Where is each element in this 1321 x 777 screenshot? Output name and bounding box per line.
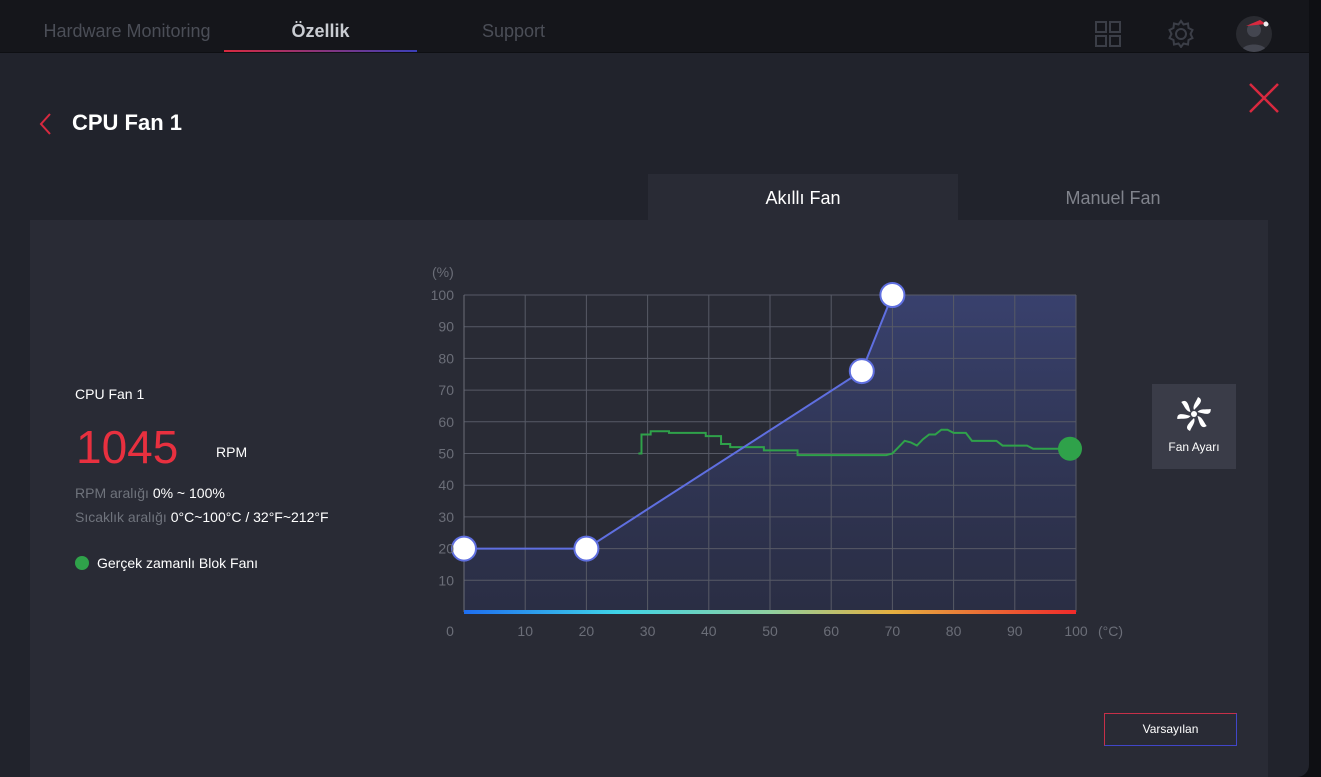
rpm-range-label: RPM aralığı [75, 485, 149, 501]
active-tab-underline [224, 50, 417, 52]
fan-icon [1177, 397, 1211, 431]
curve-control-point[interactable] [848, 358, 875, 385]
grid-icon[interactable] [1092, 16, 1124, 48]
fan-settings-button[interactable]: Fan Ayarı [1152, 384, 1236, 469]
realtime-legend-label: Gerçek zamanlı Blok Fanı [97, 555, 259, 571]
gear-icon[interactable] [1165, 16, 1197, 48]
realtime-legend: Gerçek zamanlı Blok Fanı [75, 555, 258, 571]
tab-support[interactable]: Support [481, 21, 546, 41]
page-title: CPU Fan 1 [72, 110, 183, 135]
fan-settings-label: Fan Ayarı [1168, 440, 1220, 454]
tab-hardware-monitoring[interactable]: Hardware Monitoring [43, 21, 211, 41]
user-icon [1241, 20, 1269, 52]
temp-range-label: Sıcaklık aralığı [75, 509, 167, 525]
back-arrow-icon[interactable] [36, 112, 56, 136]
fan-name-label: CPU Fan 1 [75, 386, 145, 402]
top-navigation-bar: Hardware Monitoring Özellik Support [0, 0, 1309, 52]
rpm-unit: RPM [216, 444, 248, 460]
avatar[interactable] [1236, 16, 1272, 52]
default-button[interactable]: Varsayılan [1104, 713, 1237, 746]
curve-control-point[interactable] [573, 535, 600, 562]
tab-manual-fan[interactable]: Manuel Fan [1065, 188, 1161, 208]
temp-range-value: 0°C~100°C / 32°F~212°F [170, 509, 329, 525]
rpm-range-value: 0% ~ 100% [152, 485, 225, 501]
rpm-range-row: RPM aralığı 0% ~ 100% [75, 485, 225, 501]
temp-range-row: Sıcaklık aralığı 0°C~100°C / 32°F~212°F [75, 509, 329, 525]
curve-control-point[interactable] [879, 282, 906, 308]
rpm-value: 1045 [76, 421, 179, 473]
tab-ozellik[interactable]: Özellik [291, 21, 350, 41]
close-icon[interactable] [1248, 82, 1280, 114]
realtime-legend-dot [75, 556, 89, 570]
curve-control-point[interactable] [451, 535, 477, 562]
tab-smart-fan[interactable]: Akıllı Fan [648, 174, 958, 220]
